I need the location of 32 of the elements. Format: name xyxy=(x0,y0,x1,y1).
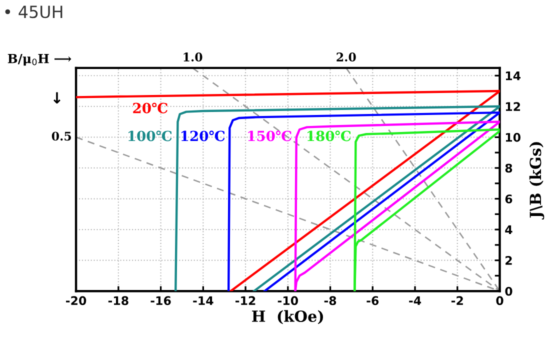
text: B/μ$_{0}$H ⟶ xyxy=(8,54,72,66)
annotation: 1.0 xyxy=(184,52,202,62)
series-label: 180℃ xyxy=(308,130,351,142)
text: ↓ xyxy=(54,92,60,104)
y-tick-label: 10 xyxy=(506,132,520,142)
y-tick-label: 8 xyxy=(505,164,512,173)
x-tick-label: -18 xyxy=(108,296,128,306)
y-tick-label: 4 xyxy=(505,225,512,234)
x-tick-label: -16 xyxy=(150,296,171,306)
x-tick-label: 0 xyxy=(496,296,504,306)
series-label: 20℃ xyxy=(133,102,168,114)
annotation: 0.5 xyxy=(52,132,71,141)
x-tick-label: -2 xyxy=(451,296,463,305)
y-tick-label: 6 xyxy=(505,194,512,204)
chart-title: • 45UH xyxy=(5,6,62,18)
series-label: 120℃ xyxy=(181,130,225,142)
annotation: 2.0 xyxy=(336,52,356,62)
y-tick-label: 12 xyxy=(506,102,520,111)
x-tick-label: -6 xyxy=(366,296,379,306)
series-label: 100℃ xyxy=(128,130,172,142)
x-axis-title: H (kOe) xyxy=(252,310,324,324)
y-tick-label: 0 xyxy=(505,286,512,296)
x-tick-label: -4 xyxy=(409,296,422,305)
x-tick-label: -20 xyxy=(66,296,86,306)
x-tick-label: -14 xyxy=(193,296,214,305)
x-tick-label: -10 xyxy=(278,296,298,306)
x-tick-label: -12 xyxy=(236,296,256,305)
y-axis-title: J\B (kGs) xyxy=(529,142,544,220)
series-label: 150℃ xyxy=(248,130,292,142)
x-tick-label: -8 xyxy=(324,296,336,306)
y-tick-label: 14 xyxy=(506,72,521,80)
y-tick-label: 2 xyxy=(506,256,512,265)
